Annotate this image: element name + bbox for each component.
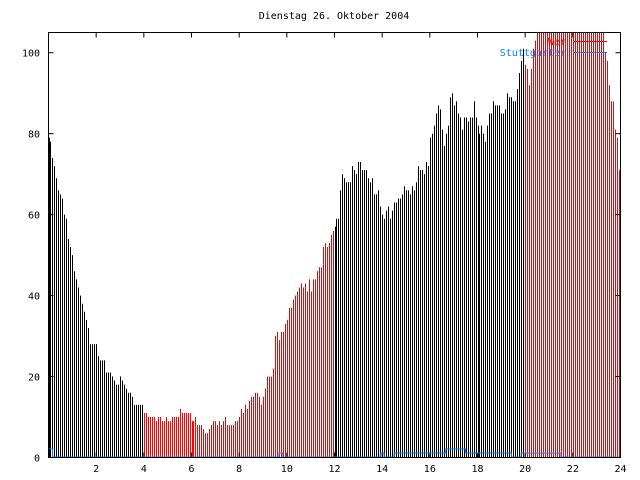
y-tick-label: 20 bbox=[28, 373, 40, 384]
x-tick-label: 6 bbox=[188, 464, 194, 475]
x-tick-label: 14 bbox=[376, 464, 388, 475]
y-tick-label: 40 bbox=[28, 292, 40, 303]
x-tick-label: 18 bbox=[471, 464, 483, 475]
x-tick-label: 2 bbox=[93, 464, 99, 475]
plot-border bbox=[48, 32, 621, 458]
y-tick-label: 0 bbox=[34, 454, 40, 465]
y-tick-label: 100 bbox=[22, 49, 40, 60]
x-tick-label: 10 bbox=[281, 464, 293, 475]
legend-label-stuttgarter: Stuttgarter bbox=[500, 48, 566, 59]
x-tick-label: 24 bbox=[614, 464, 626, 475]
legend: Wer Stuttgarter bbox=[500, 37, 607, 59]
series-line-stuttgarter bbox=[48, 448, 621, 458]
x-tick-label: 12 bbox=[328, 464, 340, 475]
legend-label-wer: Wer bbox=[548, 37, 566, 48]
bars-wer bbox=[49, 32, 620, 458]
x-tick-label: 4 bbox=[141, 464, 147, 475]
x-tick-label: 8 bbox=[236, 464, 242, 475]
chart-title: Dienstag 26. Oktober 2004 bbox=[259, 11, 410, 22]
x-tick-label: 22 bbox=[567, 464, 579, 475]
x-tick-label: 16 bbox=[424, 464, 436, 475]
y-tick-label: 80 bbox=[28, 130, 40, 141]
x-tick-label: 20 bbox=[519, 464, 531, 475]
y-tick-label: 60 bbox=[28, 211, 40, 222]
